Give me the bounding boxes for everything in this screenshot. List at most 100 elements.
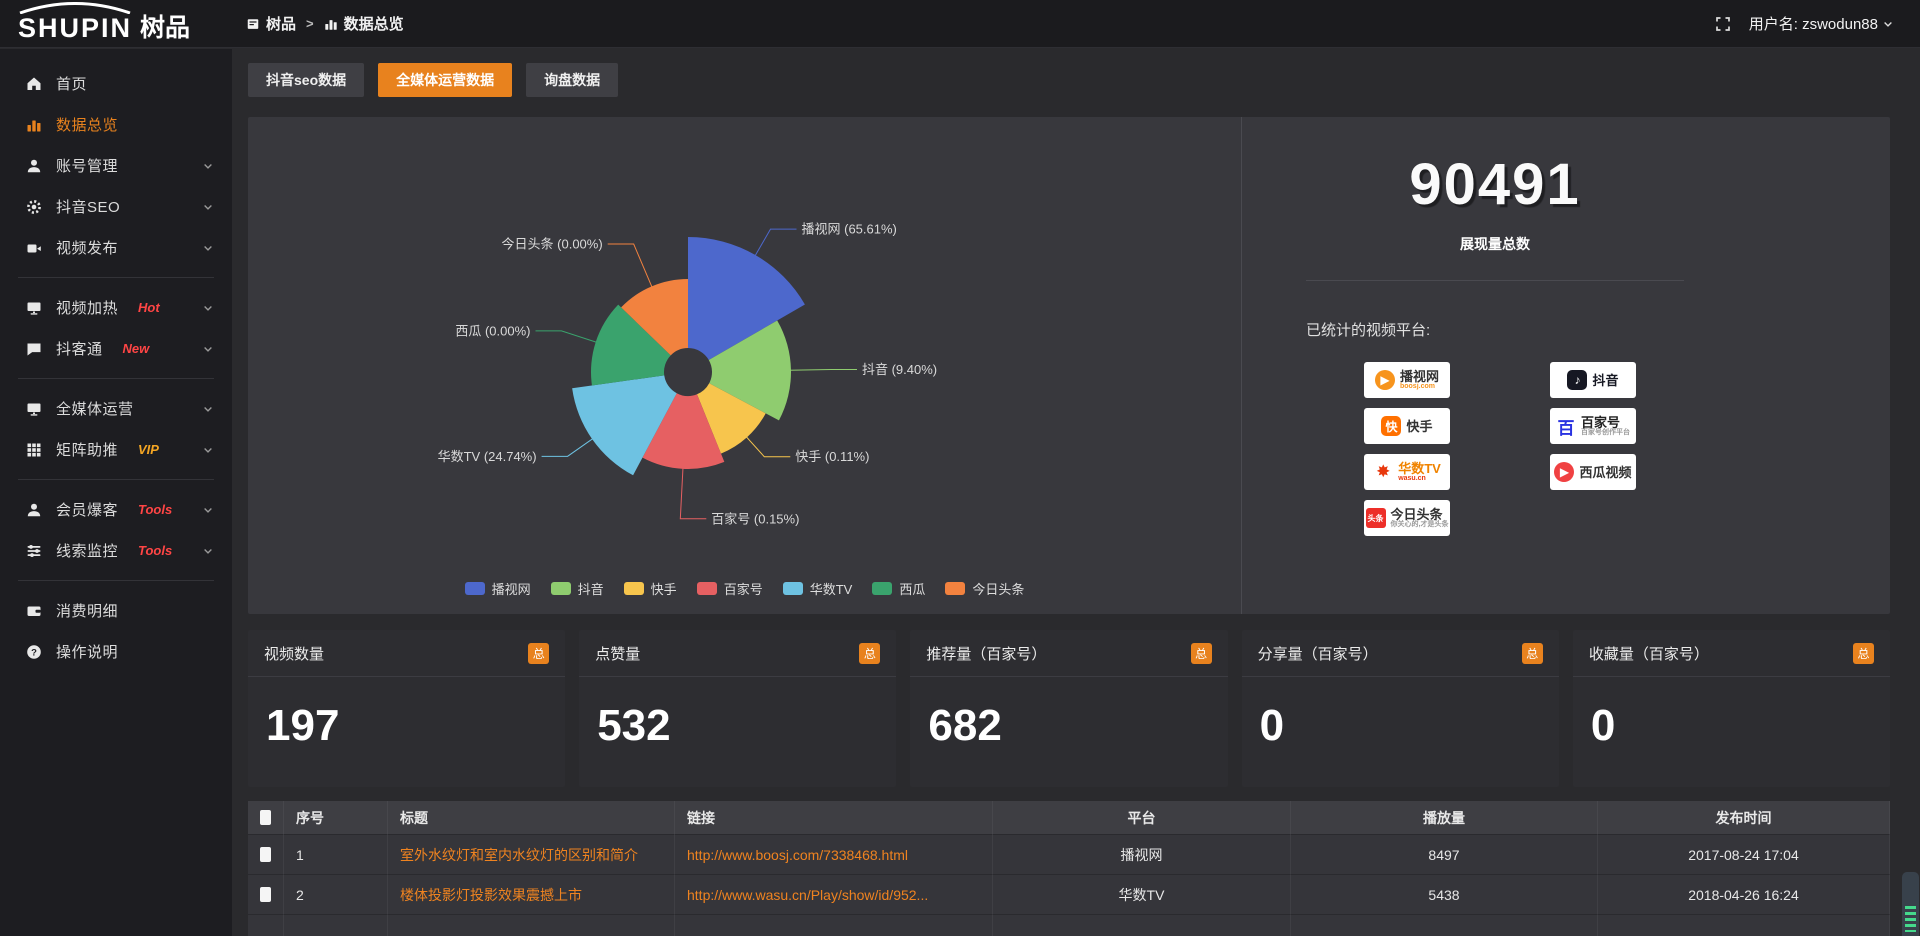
monitor-icon — [26, 401, 42, 417]
total-badge: 总 — [1521, 642, 1543, 664]
sidebar-item-label: 抖音SEO — [56, 199, 121, 216]
summary-area: 90491 展现量总数 已统计的视频平台: ▶ 播视网 boosj.com 快快手 ✸ 华… — [1241, 117, 1890, 614]
user-menu[interactable]: 用户名: zswodun88 — [1749, 13, 1894, 34]
pie-label: 抖音 (9.40%) — [862, 362, 937, 377]
legend-color-chip — [623, 582, 644, 595]
stat-card: 点赞量 总 532 — [579, 630, 897, 787]
select-all-checkbox[interactable] — [260, 810, 271, 825]
sidebar-item[interactable]: 视频发布 — [0, 227, 232, 268]
pie-slice-西瓜[interactable] — [591, 304, 671, 386]
sidebar-item-label: 视频加热 — [56, 300, 119, 317]
pie-slice-抖音[interactable] — [708, 320, 791, 421]
row-checkbox[interactable] — [260, 847, 271, 862]
sidebar-item[interactable]: 首页 — [0, 63, 232, 104]
stat-card-label: 推荐量（百家号） — [926, 645, 1047, 663]
sidebar-item-label: 数据总览 — [56, 117, 119, 134]
legend-item[interactable]: 今日头条 — [945, 579, 1024, 598]
legend-label: 播视网 — [491, 582, 531, 597]
legend-color-chip — [550, 582, 571, 595]
total-badge: 总 — [859, 642, 881, 664]
sidebar-item[interactable]: 视频加热 Hot — [0, 287, 232, 328]
stat-card-value: 0 — [1590, 701, 1616, 750]
pie-slice-播视网[interactable] — [688, 237, 805, 360]
platform-name: 播视网 — [1399, 368, 1439, 384]
sidebar-item[interactable]: 账号管理 — [0, 145, 232, 186]
pie-slice-今日头条[interactable] — [621, 279, 688, 356]
stat-card-label: 分享量（百家号） — [1257, 645, 1378, 663]
legend-item[interactable]: 西瓜 — [872, 579, 925, 598]
video-title-link[interactable]: 楼体投影灯投影效果震撼上市 — [400, 886, 582, 903]
legend-item[interactable]: 百家号 — [696, 579, 763, 598]
tab-button[interactable]: 全媒体运营数据 — [378, 63, 513, 97]
video-url-link[interactable]: http://www.boosj.com/7338468.html — [687, 846, 909, 863]
legend-item[interactable]: 华数TV — [782, 579, 853, 598]
pie-slice-百家号[interactable] — [642, 393, 725, 469]
platform-logo-icon: ▶ — [1554, 462, 1575, 482]
legend-label: 华数TV — [809, 582, 853, 597]
legend-color-chip — [464, 582, 485, 595]
platform-name: 百家号 — [1581, 414, 1621, 430]
table-header-row: 序号 标题 链接 平台 播放量 发布时间 — [248, 801, 1890, 835]
chat-icon — [26, 341, 42, 357]
user-icon — [26, 158, 42, 174]
sidebar-item[interactable]: 消费明细 — [0, 590, 232, 631]
fullscreen-icon[interactable] — [1715, 16, 1731, 32]
platform-badge: ▶ 播视网 boosj.com — [1364, 362, 1450, 398]
sidebar-item[interactable]: 抖音SEO — [0, 186, 232, 227]
sidebar-item-label: 消费明细 — [56, 603, 119, 620]
cell-plays: 5438 — [1291, 875, 1598, 915]
rose-pie-chart: 播视网 (65.61%) 抖音 (9.40%) 快手 (0.11%) 百家号 (0.1… — [438, 222, 938, 527]
row-checkbox[interactable] — [260, 887, 271, 902]
sidebar-item[interactable]: ? 操作说明 — [0, 631, 232, 672]
divider — [1306, 280, 1684, 281]
pie-label: 快手 (0.11%) — [795, 449, 869, 464]
tab-button[interactable]: 抖音seo数据 — [248, 63, 365, 97]
table-header-cell: 播放量 — [1291, 801, 1598, 835]
breadcrumb-item[interactable]: 数据总览 — [324, 13, 404, 34]
pie-label: 今日头条 (0.00%) — [502, 237, 603, 252]
video-camera-icon — [26, 240, 42, 256]
sidebar-item[interactable]: 矩阵助推 VIP — [0, 429, 232, 470]
video-title-link[interactable]: 室外水纹灯和室内水纹灯的区别和简介 — [400, 846, 638, 863]
legend-item[interactable]: 播视网 — [464, 579, 531, 598]
cell-plays: 8497 — [1291, 835, 1598, 875]
tab-button[interactable]: 询盘数据 — [526, 63, 619, 97]
stat-card: 分享量（百家号） 总 0 — [1241, 630, 1559, 787]
main-content: 抖音seo数据 全媒体运营数据 询盘数据 播视网 (65.61%) 抖音 (9.40%… — [232, 49, 1920, 936]
scroll-widget[interactable] — [1902, 872, 1919, 936]
logo-latin: SHUPIN — [18, 12, 133, 43]
platform-badge: 快快手 — [1364, 408, 1450, 444]
pie-slice-华数TV[interactable] — [572, 375, 677, 476]
legend-item[interactable]: 快手 — [623, 579, 677, 598]
pie-label-line — [745, 435, 791, 458]
sidebar-item[interactable]: 全媒体运营 — [0, 388, 232, 429]
sidebar-item[interactable]: 抖客通 New — [0, 328, 232, 369]
video-url-link[interactable]: http://www.wasu.cn/Play/show/id/952... — [687, 886, 929, 903]
legend-item[interactable]: 抖音 — [550, 579, 604, 598]
sidebar-item[interactable]: 数据总览 — [0, 104, 232, 145]
total-impressions-label: 展现量总数 — [1460, 236, 1530, 252]
sidebar-nav: 首页数据总览账号管理抖音SEO 视频发布视频加热 Hot 抖客通 New 全媒体运营 矩阵助… — [0, 49, 232, 936]
sidebar-item-label: 账号管理 — [56, 158, 119, 175]
legend-color-chip — [945, 582, 966, 595]
platforms-title: 已统计的视频平台: — [1306, 322, 1431, 339]
sidebar-item-badge: New — [122, 341, 150, 356]
table-row: 1 室外水纹灯和室内水纹灯的区别和简介 http://www.boosj.com/7… — [248, 835, 1890, 875]
sidebar-item[interactable]: 线索监控 Tools — [0, 530, 232, 571]
breadcrumb: 树品 > 数据总览 — [232, 13, 404, 34]
legend-color-chip — [872, 582, 893, 595]
legend-label: 百家号 — [723, 582, 763, 597]
breadcrumb-item[interactable]: 树品 — [246, 13, 296, 34]
sidebar-divider — [18, 277, 214, 278]
chevron-down-icon — [204, 204, 212, 210]
chevron-down-icon — [1884, 21, 1892, 27]
pie-label: 百家号 (0.15%) — [711, 511, 799, 526]
topbar-right: 用户名: zswodun88 — [1715, 13, 1920, 34]
sidebar-divider — [18, 580, 214, 581]
sidebar-item[interactable]: 会员爆客 Tools — [0, 489, 232, 530]
sidebar-item-label: 会员爆客 — [56, 502, 119, 519]
legend-color-chip — [696, 582, 717, 595]
total-badge: 总 — [1853, 642, 1875, 664]
platform-logo-icon: ♪ — [1567, 370, 1588, 390]
pie-slice-快手[interactable] — [696, 383, 766, 454]
